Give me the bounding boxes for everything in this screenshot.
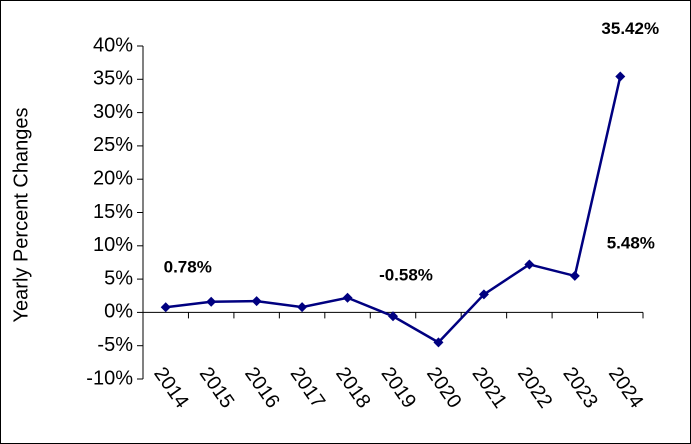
- point: [388, 311, 398, 322]
- y-tick-label: 10%: [93, 234, 133, 256]
- point: [342, 292, 353, 303]
- data-label: 35.42%: [601, 19, 659, 38]
- point: [615, 71, 626, 82]
- y-tick-label: 5%: [104, 267, 133, 289]
- point: [297, 302, 308, 313]
- y-axis-label: Yearly Percent Changes: [10, 108, 32, 323]
- y-tick-label: 35%: [93, 68, 133, 90]
- point: [251, 296, 262, 307]
- y-tick-label: 15%: [93, 201, 133, 223]
- point: [160, 302, 171, 313]
- y-tick-label: 30%: [93, 101, 133, 123]
- data-label: 0.78%: [164, 258, 212, 277]
- point: [433, 337, 444, 348]
- y-tick-label: 20%: [93, 167, 133, 189]
- y-tick-label: 0%: [104, 301, 133, 323]
- y-tick-label: 25%: [93, 134, 133, 156]
- point: [569, 270, 580, 281]
- y-tick-label: 40%: [93, 34, 133, 56]
- data-label: 5.48%: [607, 233, 655, 252]
- point: [478, 289, 489, 300]
- point: [524, 259, 535, 270]
- y-tick-label: -10%: [86, 367, 133, 389]
- y-tick-label: -5%: [97, 334, 133, 356]
- point: [206, 296, 217, 307]
- data-label: -0.58%: [379, 266, 433, 285]
